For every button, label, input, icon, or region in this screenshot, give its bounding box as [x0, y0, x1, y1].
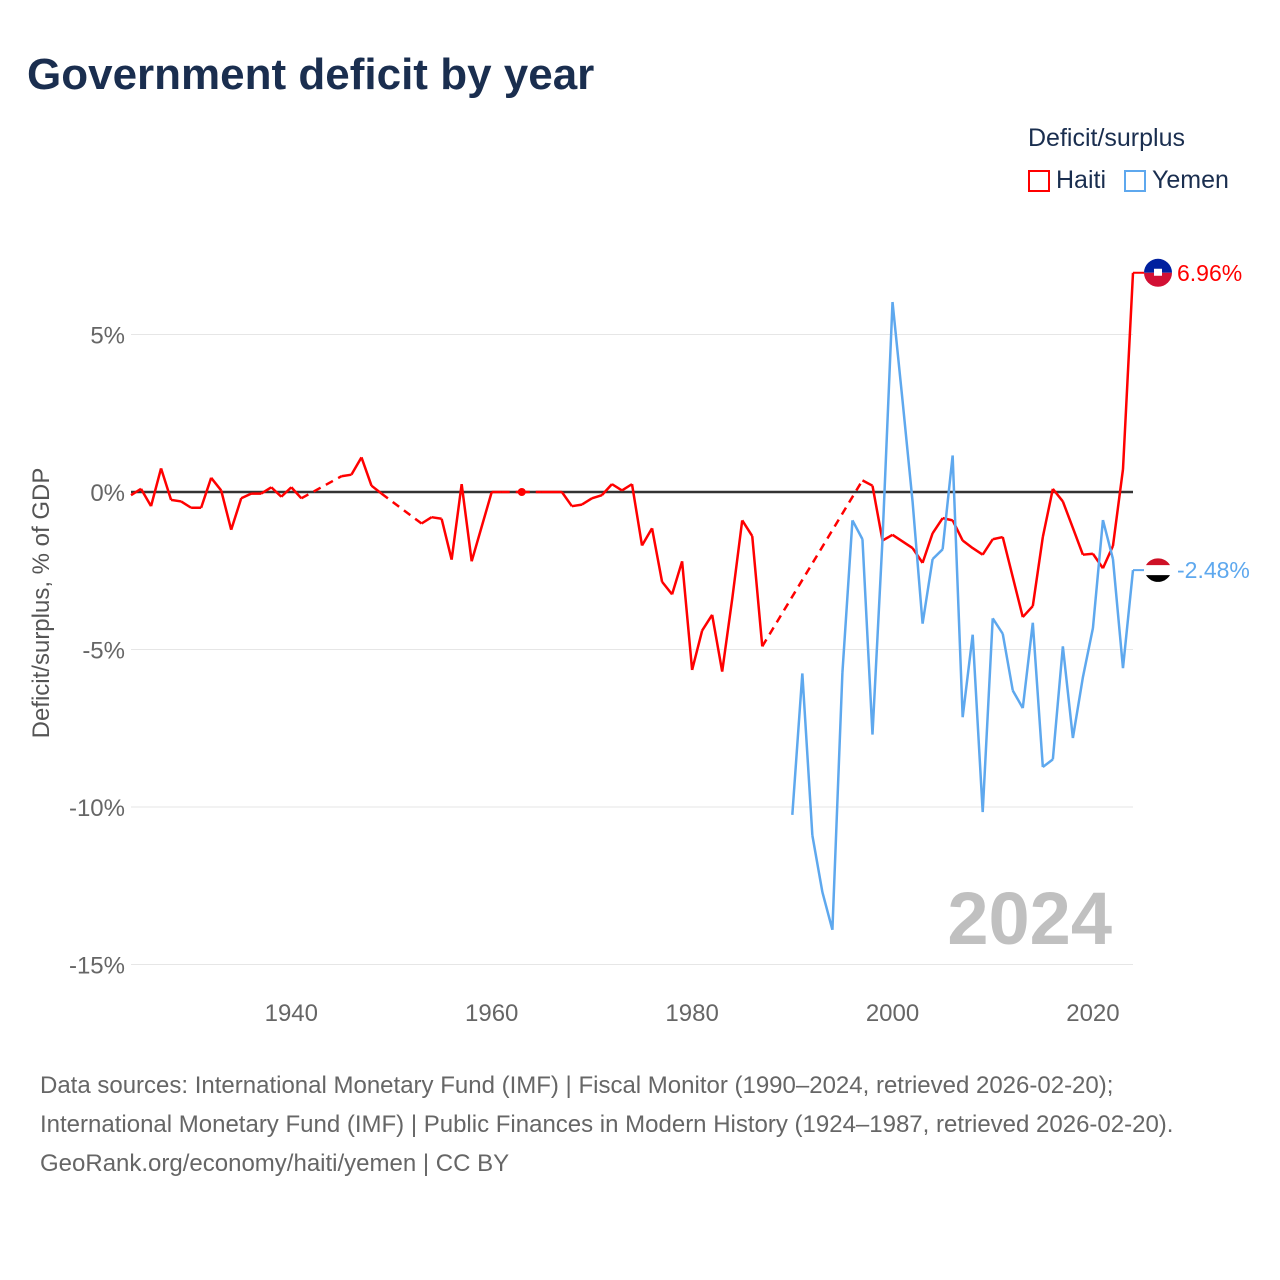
y-tick-label: 5% — [90, 323, 125, 350]
year-watermark: 2024 — [947, 877, 1112, 960]
chart-title: Government deficit by year — [27, 50, 595, 99]
x-tick-label: 2000 — [866, 1000, 919, 1027]
series-line-haiti — [130, 272, 1135, 672]
end-label-yemen: -2.48% — [1177, 557, 1250, 583]
y-tick-label: -10% — [69, 795, 125, 822]
yemen-flag-icon — [1146, 558, 1170, 566]
haiti-flag-icon — [1144, 258, 1172, 273]
legend-label-yemen: Yemen — [1152, 166, 1229, 194]
y-tick-label: 0% — [90, 480, 125, 507]
series-line-yemen — [791, 301, 1135, 931]
legend-swatch-yemen — [1124, 169, 1147, 192]
legend-title: Deficit/surplus — [1028, 124, 1185, 152]
x-tick-label: 1980 — [665, 1000, 718, 1027]
y-tick-label: -15% — [69, 953, 125, 980]
legend-label-haiti: Haiti — [1056, 166, 1107, 194]
source-note: Data sources: International Monetary Fun… — [40, 1066, 1240, 1183]
legend-item-haiti[interactable]: Haiti — [1028, 166, 1106, 195]
series-gap-line-haiti — [300, 475, 864, 647]
x-tick-label: 1940 — [265, 1000, 318, 1027]
x-tick-label: 2020 — [1066, 1000, 1119, 1027]
haiti-flag-emblem-icon — [1154, 268, 1162, 276]
haiti-flag-icon — [1144, 272, 1172, 287]
source-text: Data sources: International Monetary Fun… — [40, 1072, 1174, 1138]
source-link[interactable]: GeoRank.org/economy/haiti/yemen | CC BY — [40, 1150, 510, 1177]
legend: Haiti Yemen — [1028, 166, 1229, 195]
x-tick-label: 1960 — [465, 1000, 518, 1027]
end-label-haiti: 6.96% — [1177, 260, 1242, 286]
legend-swatch-haiti — [1028, 169, 1050, 192]
legend-item-yemen[interactable]: Yemen — [1124, 166, 1229, 195]
yemen-flag-icon — [1146, 575, 1170, 582]
y-tick-label: -5% — [82, 638, 125, 665]
